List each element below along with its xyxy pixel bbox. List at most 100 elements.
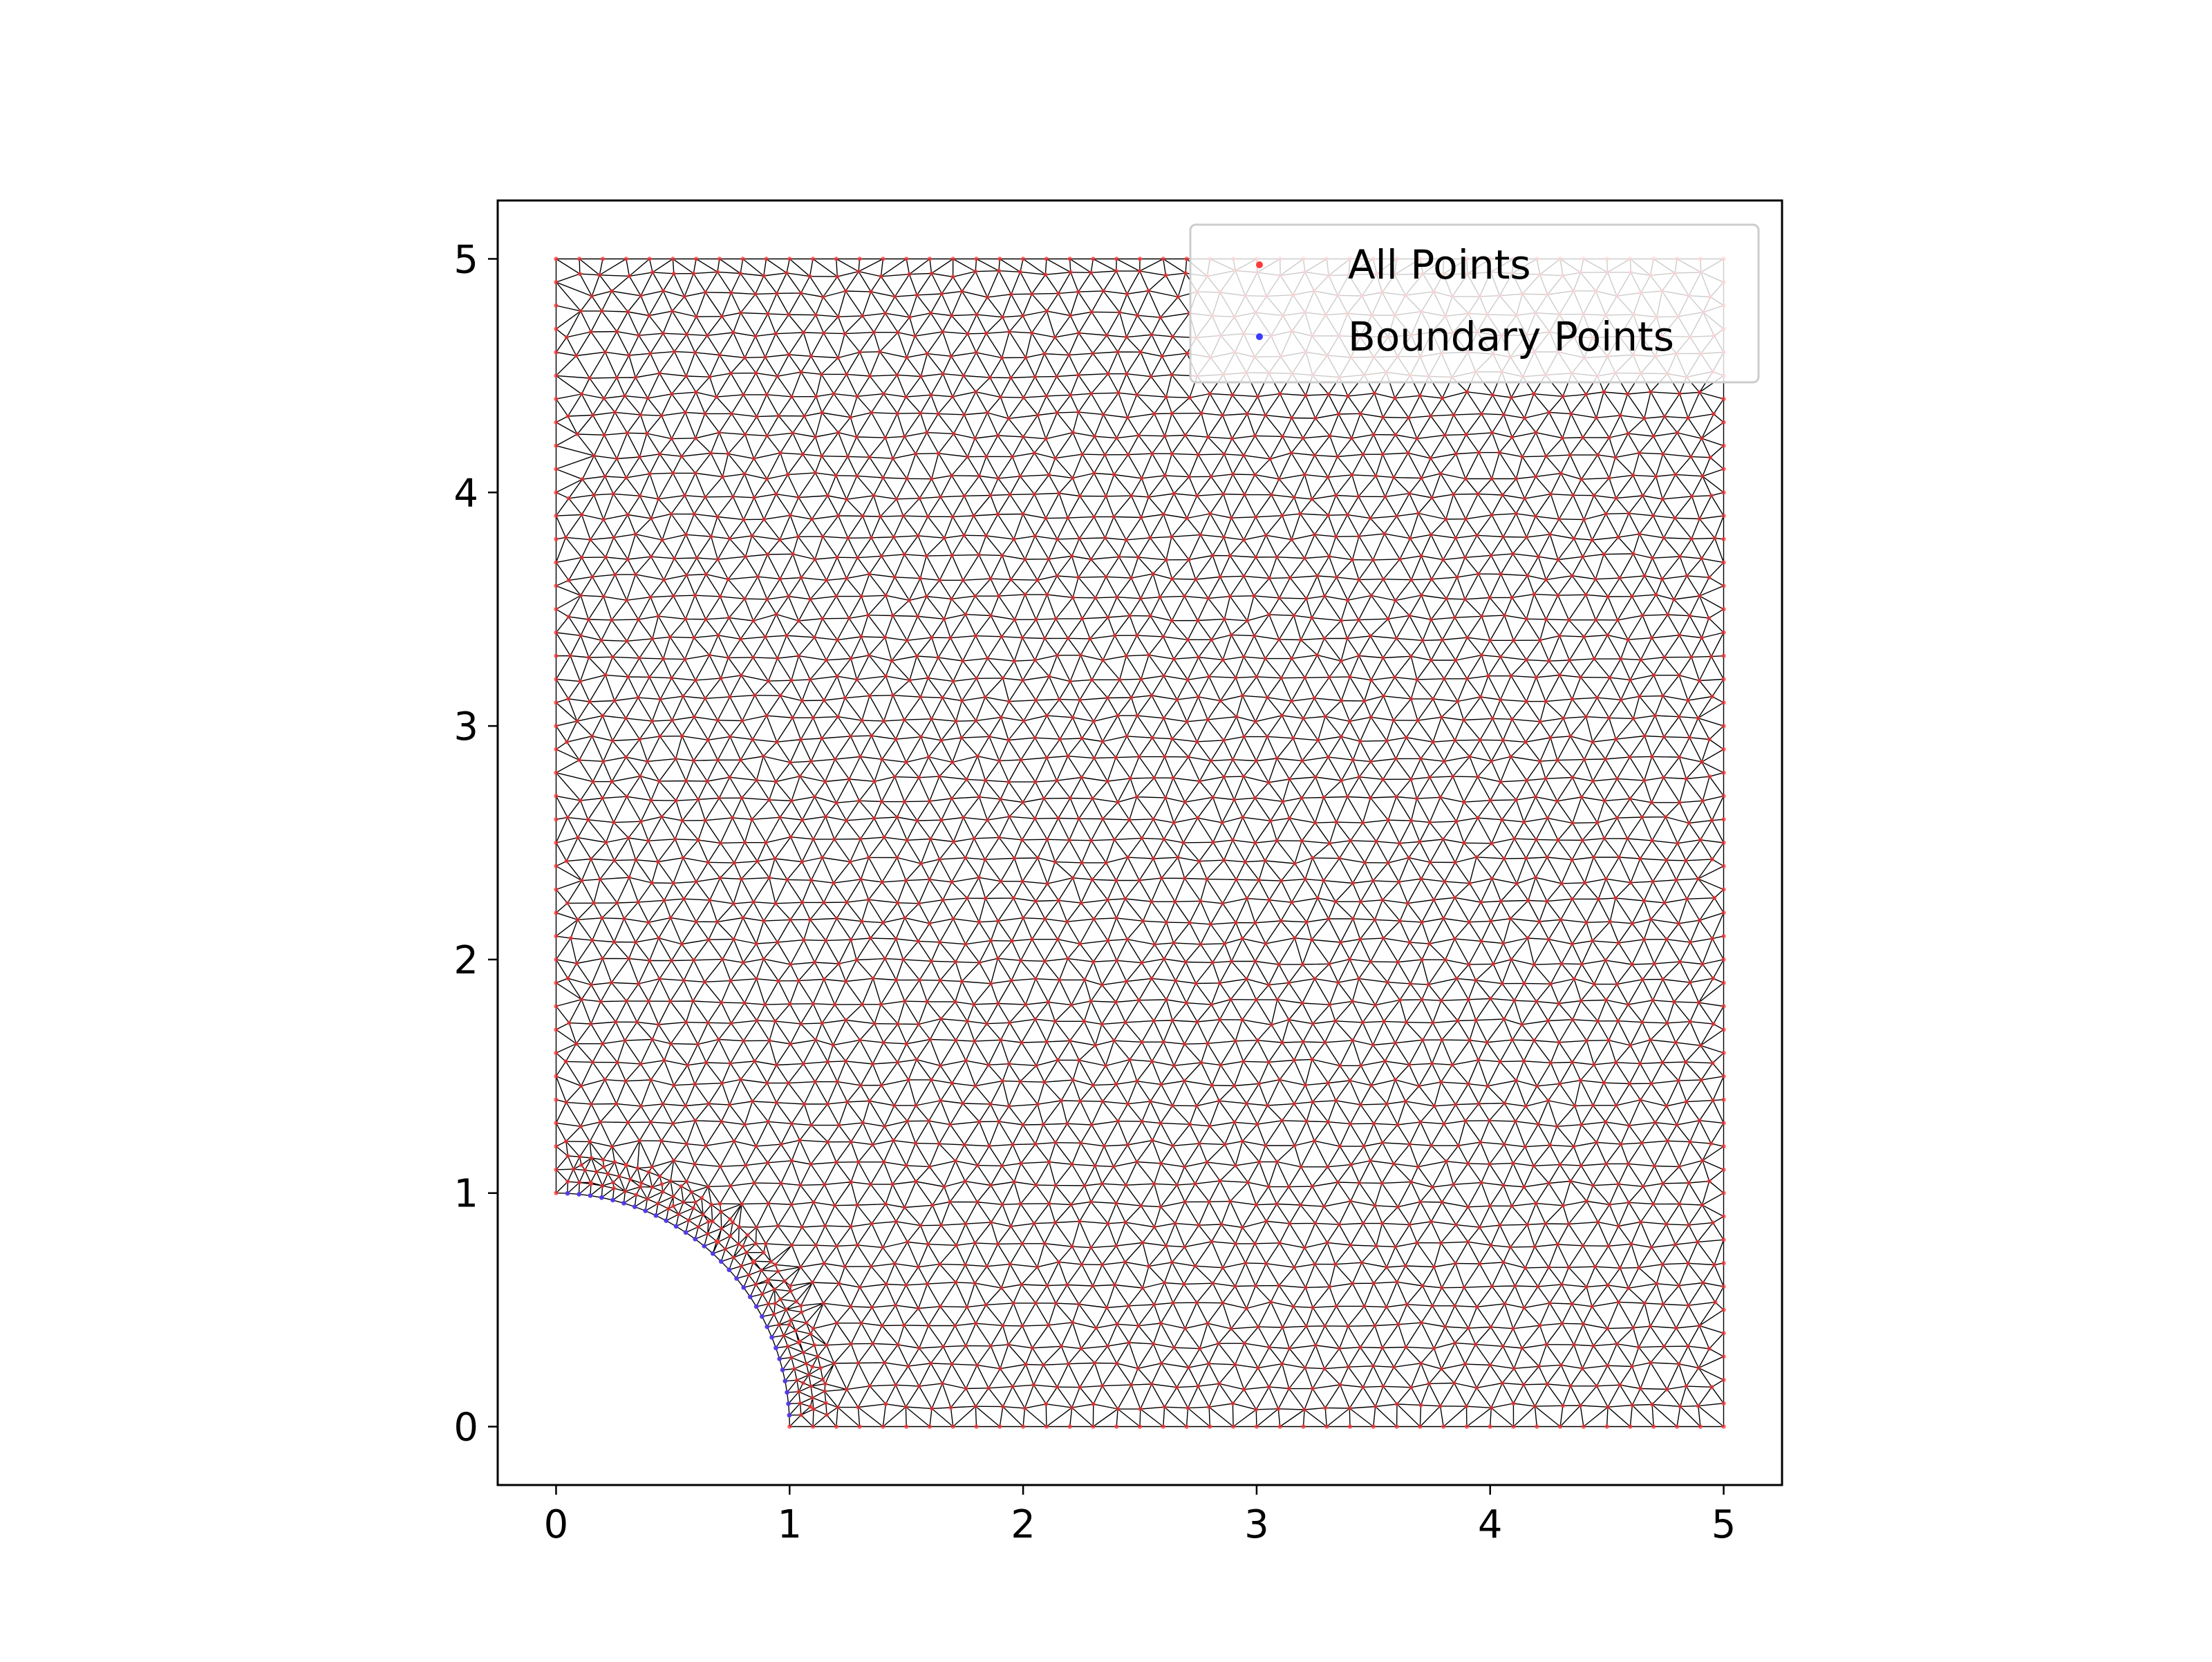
all-point	[963, 1262, 968, 1267]
all-point	[1557, 1081, 1562, 1086]
all-point	[1289, 537, 1294, 542]
all-point	[639, 1181, 644, 1186]
all-point	[720, 957, 725, 962]
all-point	[1502, 613, 1507, 618]
all-point	[785, 877, 789, 882]
all-point	[1112, 1038, 1116, 1043]
all-point	[883, 593, 888, 598]
all-point	[807, 917, 813, 922]
all-point	[1590, 537, 1595, 543]
all-point	[950, 1081, 955, 1085]
all-point	[890, 456, 895, 461]
all-point	[648, 351, 653, 356]
all-point	[1488, 1204, 1492, 1208]
all-point	[599, 915, 605, 921]
all-point	[1184, 256, 1189, 261]
all-point	[843, 288, 848, 294]
all-point	[554, 350, 559, 355]
all-point	[783, 1307, 789, 1312]
all-point	[999, 634, 1004, 639]
all-point	[1138, 515, 1144, 520]
all-point	[613, 1020, 618, 1025]
all-point	[1254, 997, 1259, 1002]
all-point	[998, 796, 1003, 802]
all-point	[1209, 1239, 1215, 1244]
all-point	[1103, 575, 1109, 579]
all-point	[857, 1285, 863, 1290]
all-point	[819, 410, 825, 416]
all-point	[1000, 315, 1005, 319]
all-point	[788, 1289, 794, 1294]
all-point	[1067, 256, 1072, 261]
all-point	[1033, 1300, 1038, 1306]
all-point	[1650, 879, 1656, 884]
all-point	[568, 653, 573, 658]
all-point	[1082, 1183, 1087, 1188]
all-point	[778, 451, 783, 456]
all-point	[1578, 1078, 1583, 1083]
all-point	[1601, 389, 1606, 395]
all-point	[588, 1021, 594, 1027]
all-point	[1559, 881, 1564, 886]
all-point	[984, 454, 989, 459]
all-point	[1206, 596, 1211, 601]
all-point	[626, 674, 630, 680]
all-point	[995, 1001, 1001, 1006]
all-point	[1276, 1406, 1281, 1412]
all-point	[1195, 618, 1201, 623]
all-point	[1350, 999, 1355, 1004]
all-point	[1613, 455, 1618, 460]
all-point	[977, 794, 982, 800]
all-point	[1137, 256, 1143, 261]
all-point	[645, 1197, 650, 1202]
all-point	[1208, 758, 1214, 763]
all-point	[1443, 958, 1448, 962]
all-point	[1490, 876, 1494, 881]
all-point	[1452, 1303, 1457, 1309]
all-point	[988, 1183, 993, 1188]
boundary-point	[621, 1200, 626, 1206]
all-point	[778, 1297, 783, 1302]
all-point	[941, 1344, 946, 1350]
all-point	[789, 1243, 794, 1248]
all-point	[798, 774, 803, 779]
all-point	[1712, 1262, 1717, 1267]
all-point	[1676, 714, 1682, 719]
all-point	[1721, 1377, 1726, 1383]
all-point	[1358, 1345, 1363, 1350]
all-point	[1157, 595, 1163, 599]
all-point	[1114, 1243, 1119, 1249]
all-point	[1077, 536, 1082, 541]
all-point	[728, 1184, 733, 1188]
all-point	[844, 818, 849, 823]
all-point	[1089, 391, 1094, 396]
all-point	[928, 393, 934, 398]
all-point	[964, 777, 969, 782]
all-point	[1094, 1325, 1099, 1331]
all-point	[554, 583, 559, 588]
all-point	[1676, 1078, 1681, 1083]
all-point	[1522, 496, 1527, 501]
all-point	[1187, 395, 1192, 400]
all-point	[787, 256, 792, 261]
all-point	[1069, 1405, 1074, 1410]
all-point	[1489, 841, 1494, 846]
all-point	[1129, 494, 1134, 498]
all-point	[672, 349, 677, 354]
all-point	[1671, 597, 1676, 602]
all-point	[1537, 719, 1543, 725]
all-point	[1266, 1384, 1272, 1390]
all-point	[1663, 814, 1668, 819]
all-point	[1333, 1098, 1338, 1103]
all-point	[1414, 677, 1420, 682]
all-point	[564, 859, 569, 863]
all-point	[1490, 1284, 1494, 1289]
all-point	[937, 857, 942, 862]
all-point	[1474, 1305, 1479, 1309]
all-point	[1584, 1038, 1589, 1043]
boundary-point	[787, 1412, 792, 1418]
all-point	[1253, 433, 1257, 438]
all-point	[1721, 1284, 1726, 1289]
all-point	[1534, 675, 1539, 680]
all-point	[1570, 897, 1575, 902]
